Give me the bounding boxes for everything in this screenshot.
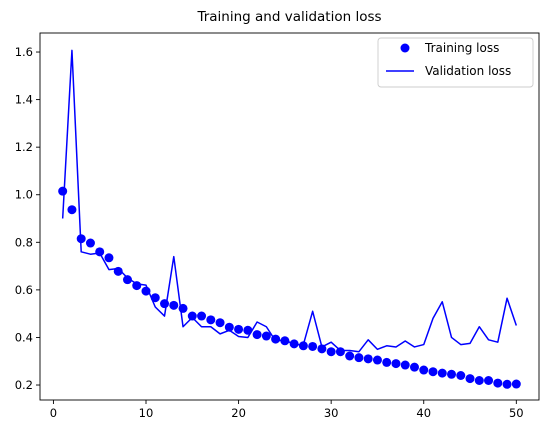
training-loss-point <box>58 186 68 196</box>
training-loss-point <box>419 365 429 375</box>
y-tick-label: 0.8 <box>15 235 33 249</box>
training-loss-point <box>132 281 142 291</box>
plot-frame <box>39 32 540 401</box>
training-loss-point <box>447 369 457 379</box>
training-loss-point <box>428 367 438 377</box>
legend: Training loss Validation loss <box>377 37 534 88</box>
y-tick-label: 1.0 <box>15 188 33 202</box>
y-tick-label: 0.2 <box>15 378 33 392</box>
chart-title: Training and validation loss <box>196 9 381 25</box>
training-loss-point <box>243 325 253 335</box>
training-loss-point <box>234 324 244 334</box>
training-loss-point <box>335 347 345 357</box>
training-loss-point <box>160 299 170 309</box>
x-tick-label: 10 <box>139 406 154 420</box>
training-loss-point <box>224 322 234 332</box>
training-loss-point <box>465 374 475 384</box>
training-loss-point <box>456 371 466 380</box>
y-tick-label: 0.6 <box>15 283 33 297</box>
x-tick-label: 30 <box>324 406 339 420</box>
training-loss-point <box>85 238 95 248</box>
training-loss-point <box>141 286 151 296</box>
training-loss-point <box>354 353 364 363</box>
training-loss-point <box>484 376 494 385</box>
training-loss-point <box>252 330 262 340</box>
legend-validation-label: Validation loss <box>425 64 511 78</box>
training-loss-point <box>261 331 271 341</box>
training-loss-point <box>326 347 336 357</box>
x-tick-label: 0 <box>50 406 57 420</box>
y-tick-label: 1.2 <box>15 140 33 154</box>
training-loss-point <box>150 293 160 303</box>
training-loss-point <box>280 336 290 346</box>
x-tick-label: 20 <box>231 406 246 420</box>
training-loss-point <box>363 354 373 364</box>
x-axis: 0 10 20 30 40 50 <box>50 400 524 420</box>
legend-box <box>377 37 534 88</box>
y-tick-label: 1.6 <box>15 45 33 59</box>
training-loss-point <box>400 360 410 370</box>
training-loss-point <box>409 362 419 372</box>
training-loss-point <box>206 315 216 325</box>
training-loss-point <box>382 357 392 367</box>
training-loss-point <box>76 234 86 244</box>
training-loss-point <box>308 341 318 351</box>
training-loss-point <box>169 300 179 310</box>
training-loss-point <box>345 351 355 361</box>
x-tick-label: 40 <box>416 406 431 420</box>
training-loss-point <box>67 205 77 215</box>
training-loss-point <box>317 344 327 354</box>
y-tick-label: 1.4 <box>15 93 33 107</box>
training-loss-point <box>271 334 281 344</box>
training-loss-point <box>95 247 105 257</box>
training-loss-point <box>122 275 132 285</box>
training-loss-point <box>113 266 123 276</box>
x-tick-label: 50 <box>509 406 524 420</box>
training-loss-point <box>437 368 447 378</box>
plot-background <box>40 33 539 400</box>
training-loss-point <box>474 376 484 385</box>
training-loss-point <box>391 359 401 369</box>
legend-training-marker <box>400 43 410 53</box>
training-loss-point <box>104 253 114 263</box>
training-loss-point <box>187 311 197 321</box>
training-loss-point <box>298 341 308 351</box>
training-loss-point <box>511 379 521 389</box>
training-loss-point <box>372 355 382 365</box>
training-loss-point <box>197 311 207 321</box>
y-tick-label: 0.4 <box>15 330 33 344</box>
training-loss-point <box>493 378 503 388</box>
training-loss-point <box>289 339 299 349</box>
training-loss-point <box>215 318 225 328</box>
legend-training-label: Training loss <box>424 41 499 55</box>
training-series <box>58 186 521 389</box>
y-axis: 0.2 0.4 0.6 0.8 1.0 1.2 1.4 1.6 <box>15 45 40 392</box>
training-loss-point <box>178 303 188 313</box>
training-loss-point <box>502 379 512 389</box>
